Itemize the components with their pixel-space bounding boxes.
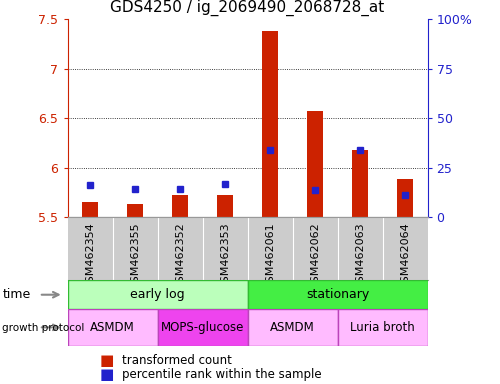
Bar [217, 195, 233, 217]
Bar [397, 179, 413, 217]
Text: early log: early log [130, 288, 185, 301]
Text: ASMDM: ASMDM [270, 321, 315, 334]
Bar [68, 309, 158, 346]
Text: growth protocol: growth protocol [2, 323, 85, 333]
Text: GSM462061: GSM462061 [265, 222, 275, 290]
Text: GSM462355: GSM462355 [130, 222, 140, 290]
Bar [127, 204, 143, 217]
Bar [248, 309, 338, 346]
Bar [68, 280, 248, 309]
Text: Luria broth: Luria broth [350, 321, 415, 334]
Text: ■: ■ [100, 367, 114, 382]
Bar [172, 195, 188, 217]
Text: GSM462352: GSM462352 [175, 222, 185, 290]
Text: GSM462354: GSM462354 [85, 222, 95, 290]
Text: GSM462062: GSM462062 [310, 222, 320, 290]
Text: GSM462063: GSM462063 [355, 222, 365, 290]
Text: transformed count: transformed count [122, 354, 232, 367]
Text: MOPS-glucose: MOPS-glucose [161, 321, 244, 334]
Bar [82, 202, 98, 217]
Bar [158, 309, 248, 346]
Text: ASMDM: ASMDM [90, 321, 135, 334]
Text: GSM462064: GSM462064 [400, 222, 410, 290]
Text: ■: ■ [100, 353, 114, 369]
Text: stationary: stationary [306, 288, 369, 301]
Bar [262, 31, 278, 217]
Bar [248, 280, 428, 309]
Text: GSM462353: GSM462353 [220, 222, 230, 290]
Text: time: time [2, 288, 31, 301]
Bar [338, 309, 428, 346]
Bar [307, 111, 323, 217]
Title: GDS4250 / ig_2069490_2068728_at: GDS4250 / ig_2069490_2068728_at [110, 0, 384, 17]
Text: percentile rank within the sample: percentile rank within the sample [122, 368, 322, 381]
Bar [352, 150, 368, 217]
